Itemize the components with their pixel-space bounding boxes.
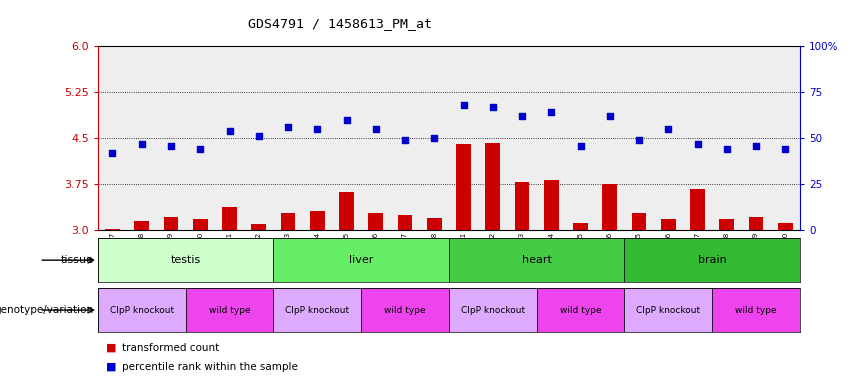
Bar [193, 219, 208, 230]
Text: liver: liver [349, 255, 374, 265]
Point [223, 128, 237, 134]
Point [135, 141, 149, 147]
Point [691, 141, 705, 147]
Bar [251, 224, 266, 230]
Bar [340, 192, 354, 230]
Bar [281, 213, 295, 230]
Text: wild type: wild type [735, 306, 777, 314]
Bar [625, 238, 800, 282]
Bar [397, 215, 413, 230]
Bar [427, 218, 442, 230]
Point [515, 113, 528, 119]
Point [340, 117, 353, 123]
Text: genotype/variation: genotype/variation [0, 305, 94, 315]
Point [311, 126, 324, 132]
Point [603, 113, 617, 119]
Bar [449, 288, 537, 332]
Point [661, 126, 675, 132]
Text: transformed count: transformed count [122, 343, 219, 353]
Text: ■: ■ [106, 362, 120, 372]
Bar [273, 288, 361, 332]
Point [720, 146, 734, 152]
Bar [631, 213, 647, 230]
Bar [574, 223, 588, 230]
Text: wild type: wild type [560, 306, 602, 314]
Point [193, 146, 207, 152]
Point [779, 146, 792, 152]
Bar [749, 217, 763, 230]
Text: testis: testis [170, 255, 201, 265]
Bar [778, 223, 792, 230]
Bar [186, 288, 273, 332]
Text: ClpP knockout: ClpP knockout [460, 306, 525, 314]
Text: ClpP knockout: ClpP knockout [637, 306, 700, 314]
Bar [690, 189, 705, 230]
Text: wild type: wild type [208, 306, 250, 314]
Text: heart: heart [522, 255, 551, 265]
Text: brain: brain [698, 255, 727, 265]
Text: ClpP knockout: ClpP knockout [110, 306, 174, 314]
Point [545, 109, 558, 116]
Bar [661, 219, 676, 230]
Bar [537, 288, 625, 332]
Text: wild type: wild type [384, 306, 426, 314]
Point [281, 124, 294, 130]
Point [164, 142, 178, 149]
Bar [134, 221, 149, 230]
Bar [222, 207, 237, 230]
Bar [719, 219, 734, 230]
Bar [273, 238, 448, 282]
Point [632, 137, 646, 143]
Point [749, 142, 762, 149]
Bar [485, 142, 500, 230]
Point [106, 150, 119, 156]
Point [427, 135, 441, 141]
Bar [603, 184, 617, 230]
Point [398, 137, 412, 143]
Bar [368, 213, 383, 230]
Text: GDS4791 / 1458613_PM_at: GDS4791 / 1458613_PM_at [248, 17, 432, 30]
Bar [515, 182, 529, 230]
Point [486, 104, 500, 110]
Bar [106, 229, 120, 230]
Bar [98, 288, 186, 332]
Text: percentile rank within the sample: percentile rank within the sample [122, 362, 298, 372]
Point [252, 133, 266, 139]
Text: ■: ■ [106, 343, 120, 353]
Bar [625, 288, 712, 332]
Bar [163, 217, 179, 230]
Text: ClpP knockout: ClpP knockout [285, 306, 349, 314]
Bar [98, 238, 273, 282]
Point [457, 102, 471, 108]
Point [574, 142, 587, 149]
Text: tissue: tissue [60, 255, 94, 265]
Point [369, 126, 383, 132]
Bar [361, 288, 449, 332]
Bar [712, 288, 800, 332]
Bar [456, 144, 471, 230]
Bar [449, 238, 625, 282]
Bar [544, 180, 558, 230]
Bar [310, 211, 324, 230]
